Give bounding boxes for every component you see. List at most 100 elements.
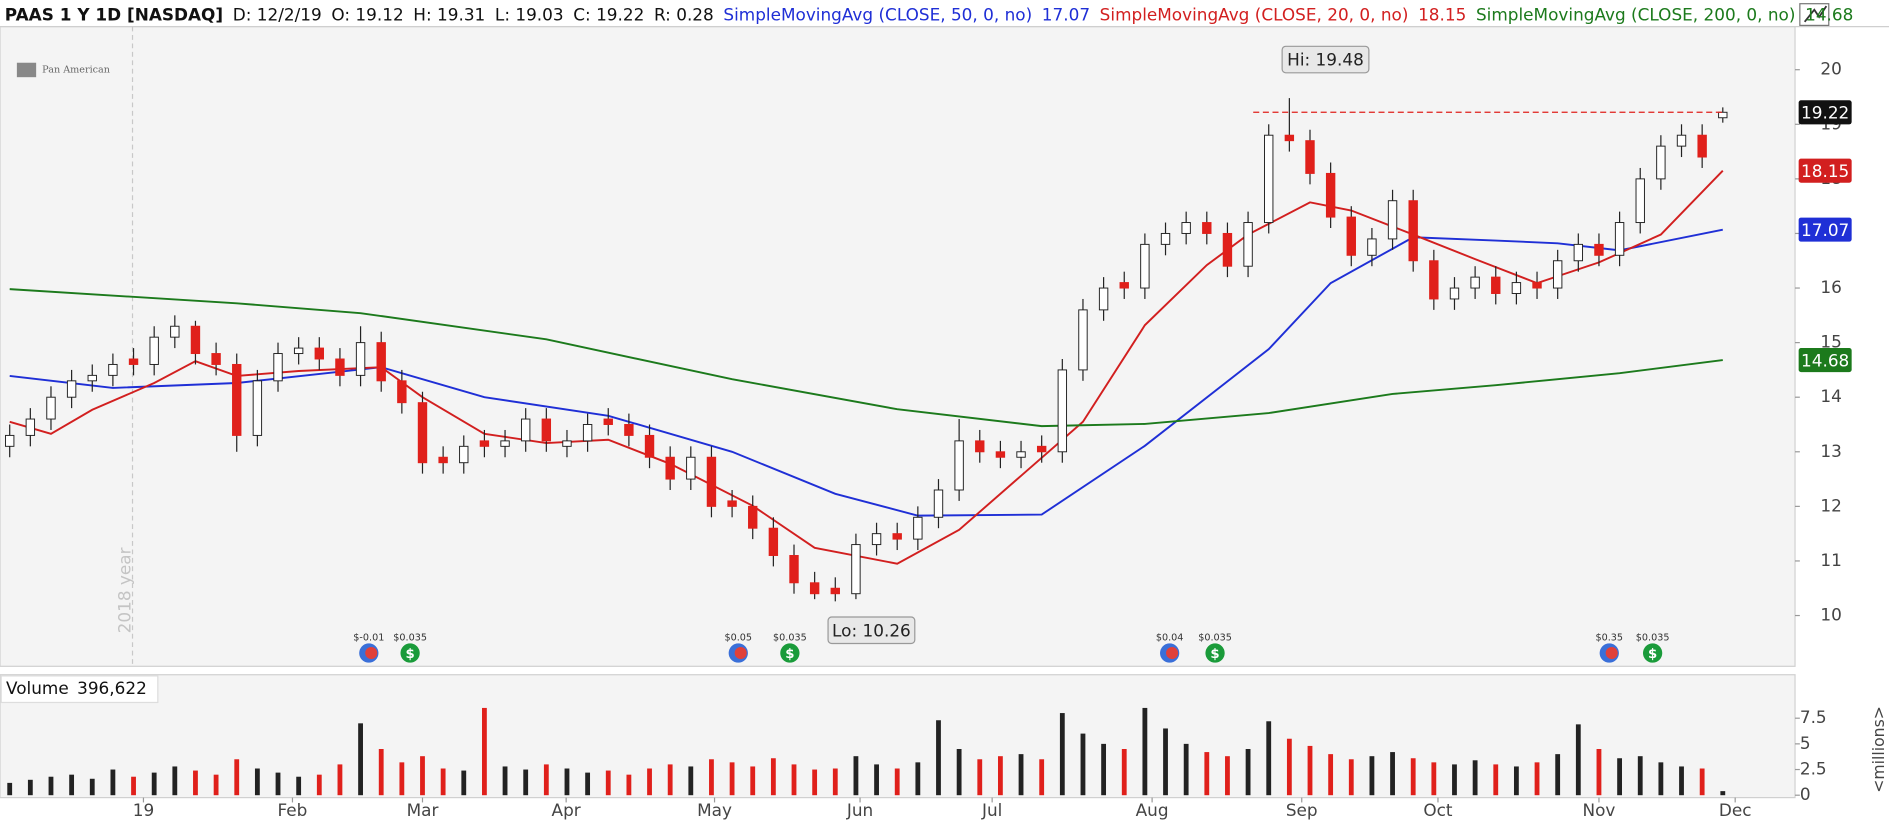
volume-bar [48,776,54,796]
candle-body [851,544,861,595]
candle-body [1470,276,1480,289]
event-label: $0.035 [1636,632,1670,643]
volume-legend-box [0,675,159,704]
candle-body [355,342,366,376]
dividend-icon-text: $ [1210,647,1219,662]
dividend-icon-text: $ [785,647,794,662]
candle-body [1078,309,1088,371]
candle-body [1222,232,1233,267]
volume-bar [564,768,570,796]
high-label-box [1281,45,1370,74]
volume-bar [1348,759,1354,796]
volume-bar [1101,743,1107,796]
header-item: D: 12/2/19 [233,5,322,25]
header-item: H: 19.31 [413,5,485,25]
candle-body [624,424,634,436]
volume-bar [337,764,343,796]
volume-bar [585,772,591,796]
candle-body [1491,276,1501,294]
volume-bar [275,772,281,796]
volume-bar [27,779,33,796]
price-panel [0,25,1796,667]
candle-body [252,380,263,436]
overlay-name: SimpleMovingAvg (CLOSE, 20, 0, no) [1100,5,1409,25]
candle-body [1202,222,1212,234]
candle-body [520,418,531,442]
earnings-icon-inner [734,647,747,660]
candle-body [500,440,510,447]
volume-bar [69,774,75,796]
volume-bar [1617,758,1623,796]
volume-bar [1307,745,1313,796]
volume-bar [1266,721,1272,796]
header-item: L: 19.03 [495,5,564,25]
volume-bar [358,723,363,796]
candle-body [1532,282,1542,289]
dividend-icon-text: $ [405,647,414,662]
volume-bar [7,782,13,796]
event-label: $0.035 [1198,632,1232,643]
overlay-value: 17.07 [1042,5,1090,25]
candle-body [190,325,201,355]
candle-body [644,434,655,458]
candle-body [1697,134,1707,158]
overlay-price-label: 14.68 [1801,350,1849,370]
volume-bar [172,766,178,796]
candle-body [1718,111,1728,119]
header: PAAS 1 Y 1D [NASDAQ] D: 12/2/19 O: 19.12 H:… [5,5,1854,25]
drawing-tool-icon[interactable] [1799,3,1830,26]
candle-body [1408,200,1418,262]
dividend-icon [1205,643,1225,663]
volume-bar [296,776,302,796]
candle-body [1325,172,1336,218]
volume-bar [1225,756,1230,796]
logo: Pan American [16,62,110,78]
candle-body [397,380,407,404]
candle-body [128,358,139,365]
candle-body [1140,243,1150,289]
volume-bar [1390,752,1395,796]
volume-bar [1059,713,1065,796]
y-tick-label: 12 [1820,495,1841,515]
volume-bar [1183,743,1189,796]
x-tick-label: Mar [407,800,439,820]
candle-body [1635,178,1645,224]
candle-body [1387,200,1398,240]
volume-bar [1204,752,1210,796]
volume-bar [812,769,818,796]
overlay-price-label-box [1798,217,1852,242]
candle-body [541,418,552,442]
logo-text: Pan American [42,64,110,75]
volume-tick-label: 5 [1800,733,1811,753]
dividend-icon [1642,643,1663,663]
volume-bar [1286,738,1292,796]
volume-tick-label: 2.5 [1800,759,1827,779]
volume-bar [440,768,446,796]
candle-body [562,440,572,447]
x-tick-label: 19 [133,800,154,820]
candle-body [1098,287,1109,311]
candle-body [1016,451,1026,458]
earnings-icon-inner [365,647,378,660]
overlay-price-label: 18.15 [1801,161,1849,181]
candle-body [66,380,77,398]
x-tick-label: May [697,800,732,820]
volume-bar [956,748,962,796]
volume-bar [667,764,673,796]
dividend-icon-text: $ [1648,647,1657,662]
candle-body [706,456,717,507]
volume-bar [770,758,776,796]
candle-body [335,358,345,376]
y-tick-label: 13 [1820,441,1841,461]
candle-body [954,440,964,491]
candle-body [830,587,840,595]
volume-bar [729,762,735,796]
volume-bar [131,776,136,796]
candle-body [789,555,799,584]
volume-bar [234,759,240,796]
event-label: $0.035 [773,632,807,643]
volume-bar [1163,728,1168,796]
volume-bar [254,768,260,796]
candle-body [1676,134,1687,147]
